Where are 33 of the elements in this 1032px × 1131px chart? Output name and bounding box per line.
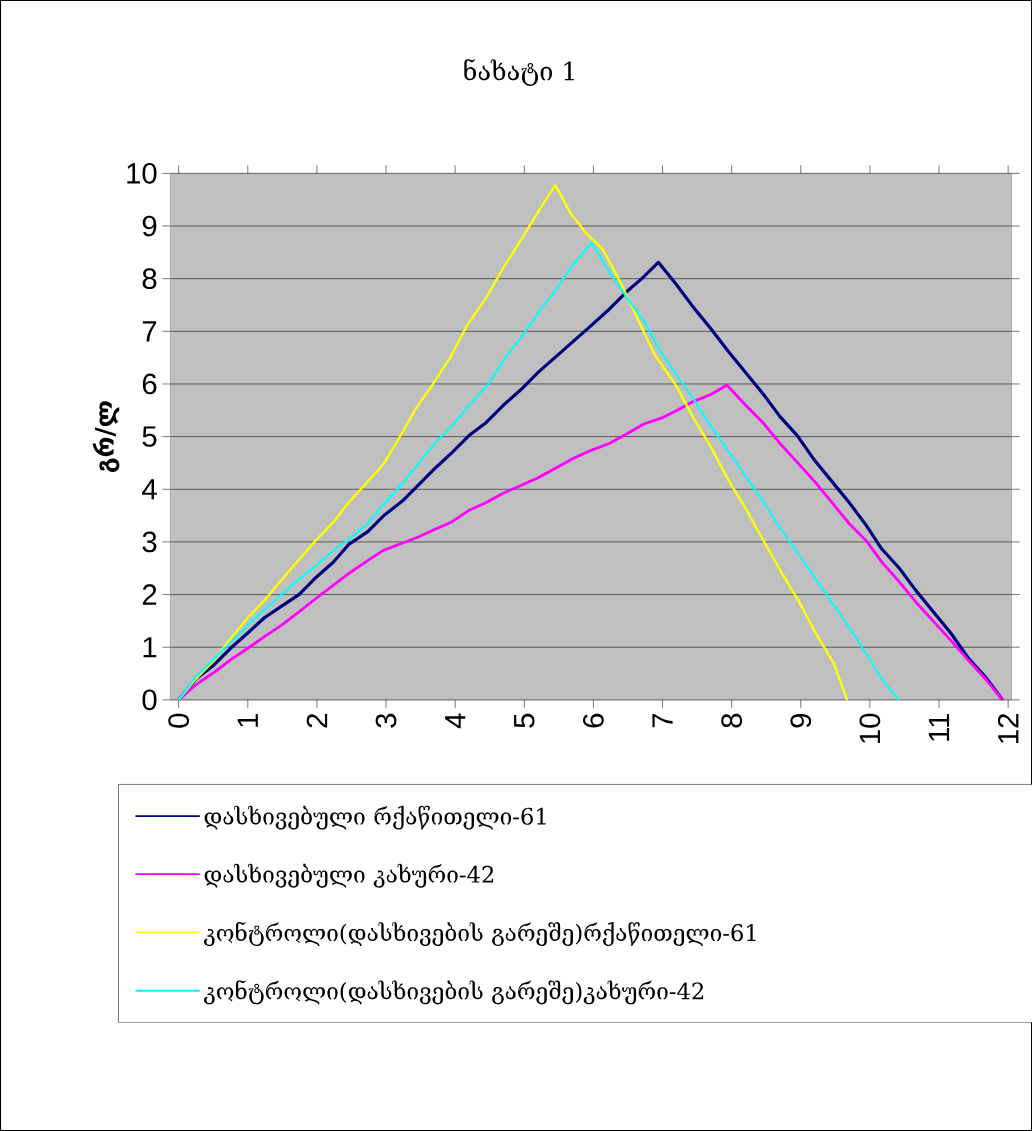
x-tick-label: 8 <box>721 713 742 728</box>
line-series <box>177 183 849 702</box>
y-tick-label: 5 <box>142 426 157 447</box>
y-tick-label: 4 <box>142 479 157 500</box>
x-tick-label: 0 <box>168 713 189 728</box>
legend-label: დასხივებული რქაწითელი-61 <box>204 805 546 830</box>
y-tick-label: 8 <box>142 268 157 290</box>
y-tick-label: 3 <box>142 531 157 553</box>
y-axis-title: გრ/ლ <box>92 401 120 473</box>
y-tick-label: 7 <box>142 321 157 342</box>
x-tick-label: 9 <box>790 713 812 728</box>
x-tick-label: 11 <box>928 714 950 741</box>
legend-label: დასხივებული კახური-42 <box>204 863 494 888</box>
x-tick-label: 7 <box>652 714 673 728</box>
line-series <box>177 383 1004 702</box>
x-tick-label: 2 <box>306 714 328 728</box>
y-tick-label: 0 <box>142 689 157 711</box>
y-tick-label: 2 <box>142 584 157 605</box>
y-tick-label: 9 <box>142 215 157 237</box>
y-tick-label: 1 <box>143 637 157 658</box>
legend-label: კონტროლი(დასხივების გარეშე)კახური-42 <box>203 980 704 1005</box>
x-tick-label: 12 <box>997 714 1019 743</box>
x-tick-label: 3 <box>375 713 397 728</box>
x-tick-label: 6 <box>582 713 604 728</box>
x-tick-label: 4 <box>445 713 466 729</box>
y-tick-label: 10 <box>127 162 157 184</box>
legend-label: კონტროლი(დასხივების გარეშე)რქაწითელი-61 <box>203 921 756 947</box>
x-tick-label: 1 <box>237 714 258 727</box>
chart-title: ნახატი 1 <box>464 58 574 86</box>
x-tick-label: 10 <box>859 713 881 743</box>
x-tick-label: 5 <box>514 713 535 728</box>
y-tick-label: 6 <box>142 373 157 395</box>
line-series <box>177 241 900 701</box>
